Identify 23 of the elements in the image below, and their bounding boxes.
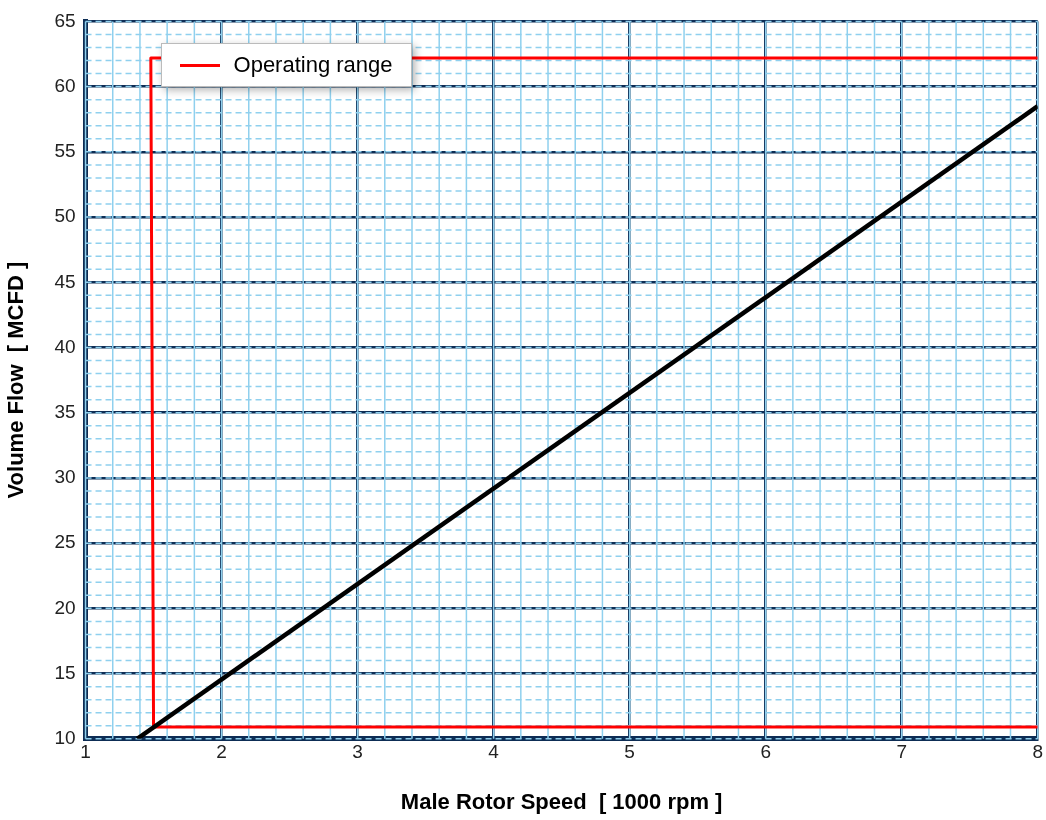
y-tick-label: 30 (54, 466, 76, 488)
y-tick-label: 45 (54, 270, 76, 292)
x-tick-label: 4 (488, 741, 500, 763)
y-tick-label: 10 (54, 727, 76, 749)
y-tick-label: 25 (54, 531, 76, 553)
x-axis-title: Male Rotor Speed [ 1000 rpm ] (400, 788, 723, 814)
x-tick-label: 7 (896, 741, 907, 763)
x-tick-label: 5 (624, 741, 635, 763)
x-tick-label: 8 (1032, 741, 1044, 763)
legend-label: Operating range (233, 52, 393, 79)
y-tick-label: 40 (54, 335, 76, 357)
y-tick-label: 50 (54, 205, 76, 227)
x-tick-label: 3 (352, 741, 363, 763)
y-tick-label: 65 (54, 9, 76, 31)
y-axis-title: Volume Flow [ MCFD ] (3, 261, 29, 499)
x-tick-label: 1 (80, 741, 91, 763)
x-tick-label: 6 (760, 741, 771, 763)
y-tick-label: 35 (54, 400, 76, 422)
x-tick-label: 2 (216, 741, 227, 763)
y-tick-label: 15 (54, 661, 76, 683)
y-tick-label: 60 (54, 74, 76, 96)
y-tick-label: 20 (54, 596, 76, 618)
y-tick-label: 55 (54, 140, 76, 162)
